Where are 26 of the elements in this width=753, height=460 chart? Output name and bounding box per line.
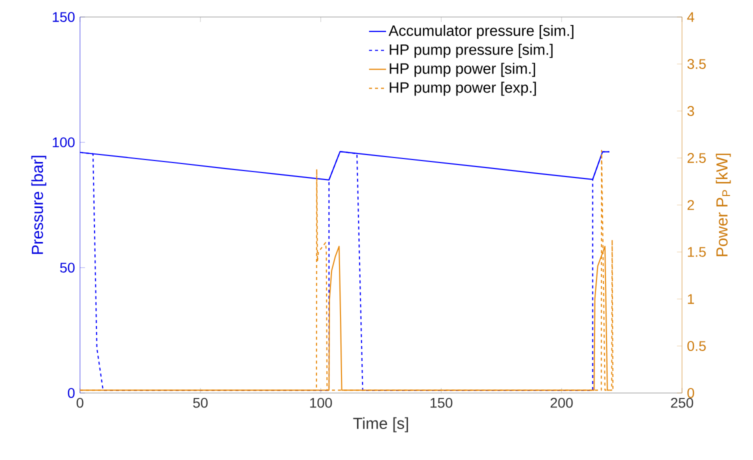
x-tick-label: 0 — [76, 398, 84, 408]
y2-tick-label: 2.5 — [688, 153, 706, 163]
y2-axis-title: Power P$_{P}$ [kW] — [716, 154, 731, 256]
y2-tick-label: 3.5 — [687, 59, 706, 69]
y2-tick-label: 2 — [688, 200, 694, 210]
y-tick-label: 150 — [52, 12, 75, 22]
x-axis-title: Time [s] — [353, 417, 408, 432]
legend-label: HP pump pressure [sim.] — [390, 44, 553, 58]
y-tick-label: 100 — [52, 137, 75, 148]
y2-tick-label: 0.5 — [687, 341, 706, 351]
x-tick-label: 50 — [193, 398, 208, 408]
x-tick-label: 250 — [671, 398, 694, 408]
y2-tick-label: 3 — [687, 106, 694, 116]
x-tick-label: 100 — [310, 398, 332, 408]
y2-tick-label: 4 — [687, 12, 694, 22]
y-tick-label: 50 — [60, 262, 75, 273]
legend-label: HP pump power [sim.] — [390, 62, 536, 77]
y2-tick-label: 1.5 — [688, 247, 706, 257]
x-tick-label: 200 — [550, 398, 573, 408]
legend-label: HP pump power [exp.] — [390, 82, 536, 96]
legend-label: Accumulator pressure [sim.] — [388, 24, 574, 39]
y-tick-label: 0 — [68, 388, 75, 398]
y-axis-title: Pressure [bar] — [31, 156, 46, 254]
y2-tick-label: 0 — [687, 388, 694, 398]
x-tick-label: 150 — [430, 398, 452, 408]
y2-tick-label: 1 — [688, 294, 694, 304]
